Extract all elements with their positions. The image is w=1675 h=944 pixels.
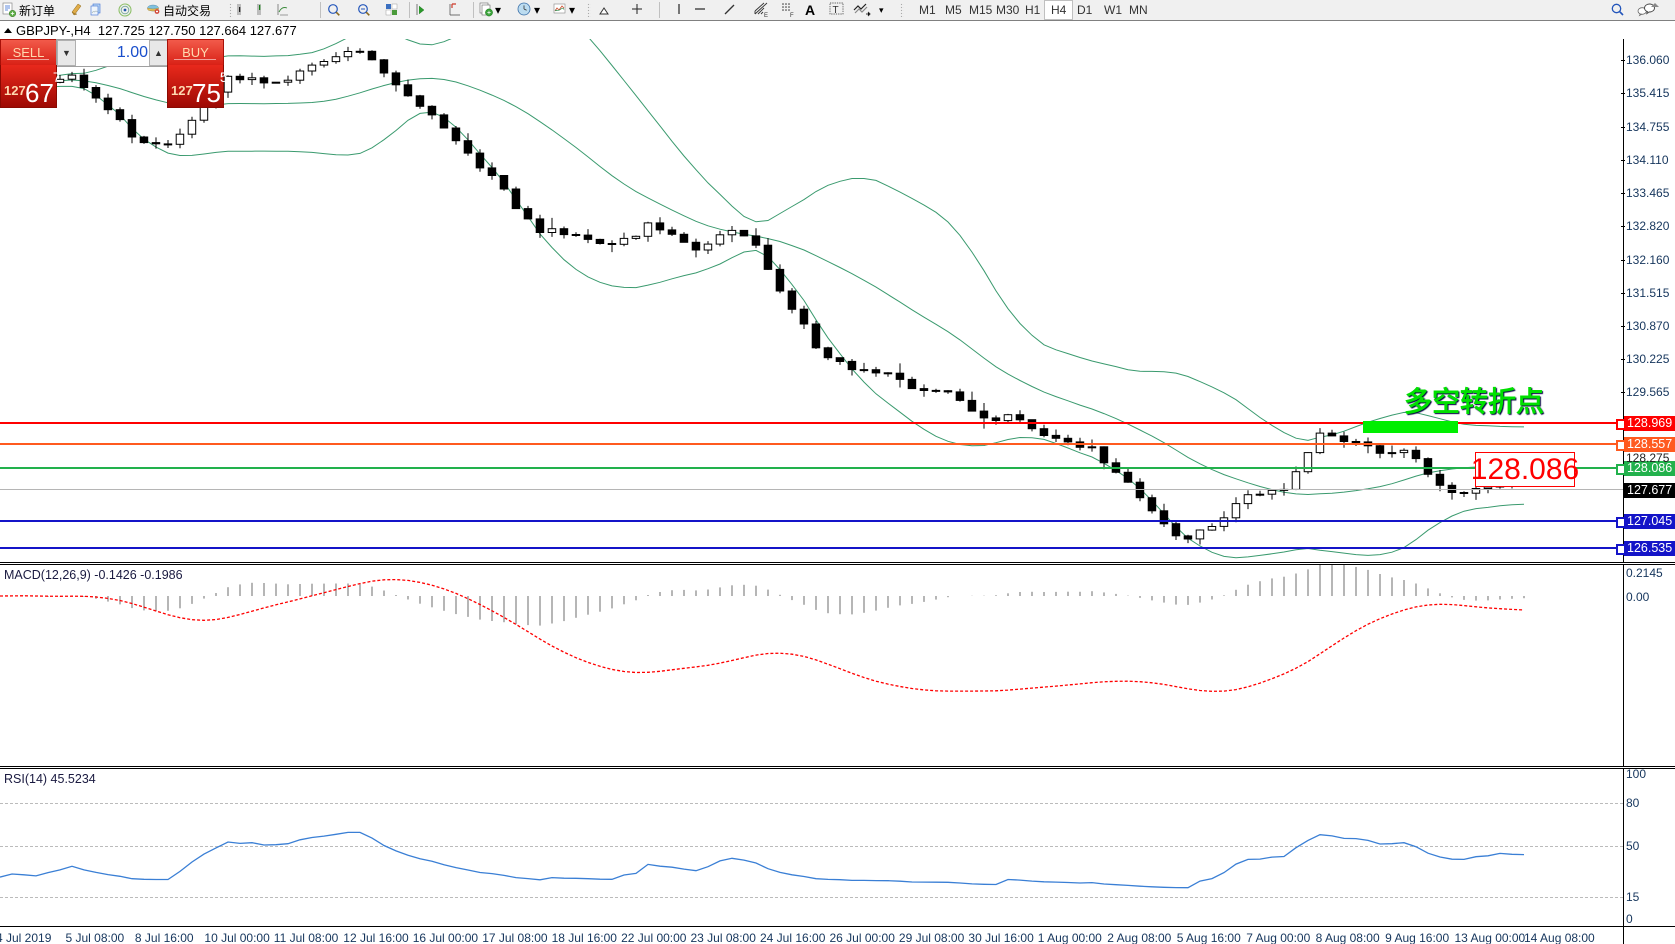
svg-text:T: T [833, 5, 839, 16]
svg-text:E: E [764, 13, 768, 18]
svg-text:F: F [790, 13, 794, 18]
